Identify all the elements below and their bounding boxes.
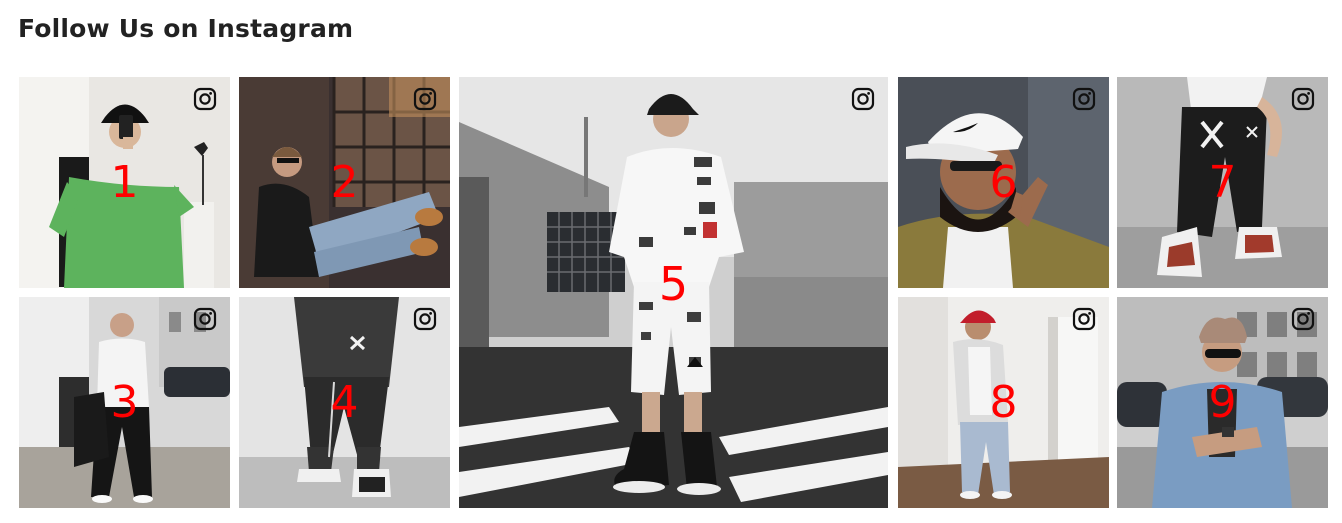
post-number-label: 2 (330, 156, 359, 208)
post-photo (239, 297, 450, 508)
instagram-post-9[interactable]: 9 (1117, 297, 1328, 508)
post-photo (898, 77, 1109, 288)
post-number-label: 4 (330, 376, 359, 428)
section-title: Follow Us on Instagram (18, 14, 354, 43)
instagram-post-5[interactable]: 5 (459, 77, 888, 508)
instagram-icon (413, 307, 437, 331)
post-photo (19, 297, 230, 508)
instagram-icon (1072, 87, 1096, 111)
instagram-post-2[interactable]: 2 (239, 77, 450, 288)
instagram-icon (413, 87, 437, 111)
instagram-post-3[interactable]: 3 (19, 297, 230, 508)
post-number-label: 5 (658, 256, 689, 311)
instagram-icon (193, 307, 217, 331)
post-number-label: 9 (1208, 376, 1237, 428)
instagram-post-1[interactable]: 1 (19, 77, 230, 288)
post-number-label: 7 (1208, 156, 1237, 208)
instagram-icon (851, 87, 875, 111)
instagram-post-7[interactable]: 7 (1117, 77, 1328, 288)
post-number-label: 3 (110, 376, 139, 428)
post-photo (1117, 297, 1328, 508)
instagram-icon (1291, 307, 1315, 331)
instagram-post-4[interactable]: 4 (239, 297, 450, 508)
post-photo (898, 297, 1109, 508)
instagram-icon (1291, 87, 1315, 111)
post-photo (459, 77, 888, 508)
instagram-post-8[interactable]: 8 (898, 297, 1109, 508)
instagram-icon (193, 87, 217, 111)
post-photo (19, 77, 230, 288)
post-number-label: 1 (110, 156, 139, 208)
instagram-icon (1072, 307, 1096, 331)
post-number-label: 8 (989, 376, 1018, 428)
post-photo (1117, 77, 1328, 288)
instagram-post-6[interactable]: 6 (898, 77, 1109, 288)
post-number-label: 6 (989, 156, 1018, 208)
post-photo (239, 77, 450, 288)
